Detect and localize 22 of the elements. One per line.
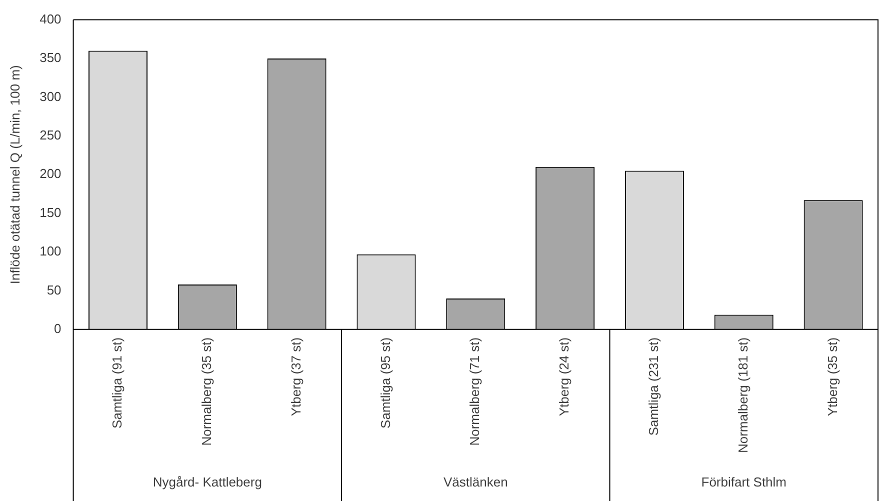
x-tick-label: Samtliga (231 st) xyxy=(646,337,662,436)
x-tick-label: Ytberg (37 st) xyxy=(288,337,304,416)
y-tick-label: 0 xyxy=(54,320,62,336)
y-axis-title: Inflöde otätad tunnel Q (L/min, 100 m) xyxy=(7,65,22,284)
y-tick-label: 350 xyxy=(40,50,62,66)
y-tick-label: 200 xyxy=(40,166,62,182)
x-tick-label: Ytberg (35 st) xyxy=(824,337,840,416)
y-tick-label: 250 xyxy=(40,127,62,142)
x-tick-label: Ytberg (24 st) xyxy=(556,337,572,416)
y-tick-label: 400 xyxy=(40,11,62,26)
y-tick-label: 100 xyxy=(40,244,62,259)
x-tick-label: Normalberg (181 st) xyxy=(735,337,750,454)
x-tick-label: Normalberg (35 st) xyxy=(198,337,214,446)
text: Förbifart Sthlm xyxy=(701,474,787,490)
y-tick-label: 150 xyxy=(40,204,62,220)
text: Nygård- Kattleberg xyxy=(152,474,262,490)
x-tick-label: Samtliga (91 st) xyxy=(110,337,125,428)
x-tick-label: Samtliga (95 st) xyxy=(378,337,393,428)
x-tick-label: Normalberg (71 st) xyxy=(467,337,482,446)
y-tick-label: 300 xyxy=(40,88,62,104)
text: Västlänken xyxy=(443,474,508,490)
y-tick-label: 50 xyxy=(46,282,62,298)
